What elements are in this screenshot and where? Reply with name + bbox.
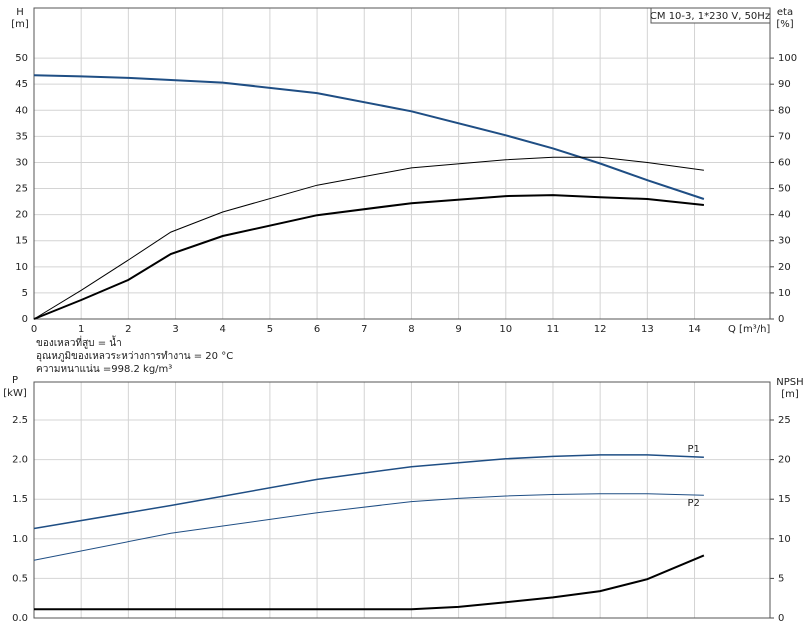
y-tick-label: 15 <box>15 236 28 247</box>
y-tick-label: 50 <box>15 53 28 64</box>
y2-axis-unit: [%] <box>776 19 793 30</box>
y2-tick-label: 10 <box>778 534 791 545</box>
y-tick-label: 2.5 <box>12 415 28 426</box>
x-tick-label: 2 <box>125 324 131 335</box>
x-tick-label: 9 <box>455 324 461 335</box>
y2-tick-label: 60 <box>778 157 791 168</box>
series-label: P2 <box>688 498 700 509</box>
note: อุณหภูมิของเหลวระหว่างการทำงาน = 20 °C <box>36 351 233 362</box>
y-axis-label: H <box>16 7 24 18</box>
y-tick-label: 2.0 <box>12 455 28 466</box>
x-axis-label: Q [m³/h] <box>728 324 770 335</box>
series-label: P1 <box>688 444 700 455</box>
note: ความหนาแน่น =998.2 kg/m³ <box>36 364 172 375</box>
note: ของเหลวที่สูบ = น้ำ <box>36 335 122 349</box>
x-tick-label: 5 <box>267 324 273 335</box>
y-tick-label: 1.5 <box>12 494 28 505</box>
y2-tick-label: 20 <box>778 262 791 273</box>
x-tick-label: 11 <box>547 324 560 335</box>
x-tick-label: 4 <box>220 324 226 335</box>
y2-tick-label: 0 <box>778 613 784 624</box>
curve <box>34 554 705 611</box>
y2-tick-label: 30 <box>778 236 791 247</box>
y2-tick-label: 40 <box>778 210 791 221</box>
y2-axis-unit: [m] <box>781 389 799 400</box>
y2-axis-label: eta <box>777 7 793 18</box>
y-tick-label: 0.5 <box>12 573 28 584</box>
y-tick-label: 0.0 <box>12 613 28 624</box>
x-tick-label: 13 <box>641 324 654 335</box>
y2-tick-label: 90 <box>778 79 791 90</box>
y2-tick-label: 5 <box>778 573 784 584</box>
y-axis-unit: [m] <box>11 19 29 30</box>
y2-tick-label: 15 <box>778 494 791 505</box>
x-tick-label: 12 <box>594 324 607 335</box>
y-tick-label: 1.0 <box>12 534 28 545</box>
curve <box>33 74 705 200</box>
y-tick-label: 40 <box>15 105 28 116</box>
y-tick-label: 35 <box>15 131 28 142</box>
y-tick-label: 20 <box>15 210 28 221</box>
curve <box>33 493 704 561</box>
y-tick-label: 45 <box>15 79 28 90</box>
y2-tick-label: 25 <box>778 415 791 426</box>
y-tick-label: 5 <box>22 288 28 299</box>
y-tick-label: 25 <box>15 184 28 195</box>
curve <box>33 194 705 320</box>
y-tick-label: 30 <box>15 157 28 168</box>
chart-title: CM 10-3, 1*230 V, 50Hz <box>650 11 770 22</box>
y2-tick-label: 80 <box>778 105 791 116</box>
x-tick-label: 0 <box>31 324 37 335</box>
x-tick-label: 1 <box>78 324 84 335</box>
y2-axis-label: NPSH <box>776 377 803 388</box>
y-tick-label: 10 <box>15 262 28 273</box>
y-axis-label: P <box>12 375 18 386</box>
plot-frame <box>33 7 771 320</box>
y2-tick-label: 20 <box>778 455 791 466</box>
y2-tick-label: 10 <box>778 288 791 299</box>
x-tick-label: 3 <box>172 324 178 335</box>
plot-frame <box>33 381 771 619</box>
x-tick-label: 10 <box>499 324 512 335</box>
x-tick-label: 14 <box>688 324 701 335</box>
y2-tick-label: 100 <box>778 53 797 64</box>
y2-tick-label: 70 <box>778 131 791 142</box>
x-tick-label: 8 <box>408 324 414 335</box>
x-tick-label: 7 <box>361 324 367 335</box>
curve <box>33 454 704 530</box>
y2-tick-label: 50 <box>778 184 791 195</box>
x-tick-label: 6 <box>314 324 320 335</box>
curve <box>33 156 704 320</box>
y-tick-label: 0 <box>22 314 28 325</box>
title-box <box>650 7 771 24</box>
y-axis-unit: [kW] <box>3 388 27 399</box>
y2-tick-label: 0 <box>778 314 784 325</box>
